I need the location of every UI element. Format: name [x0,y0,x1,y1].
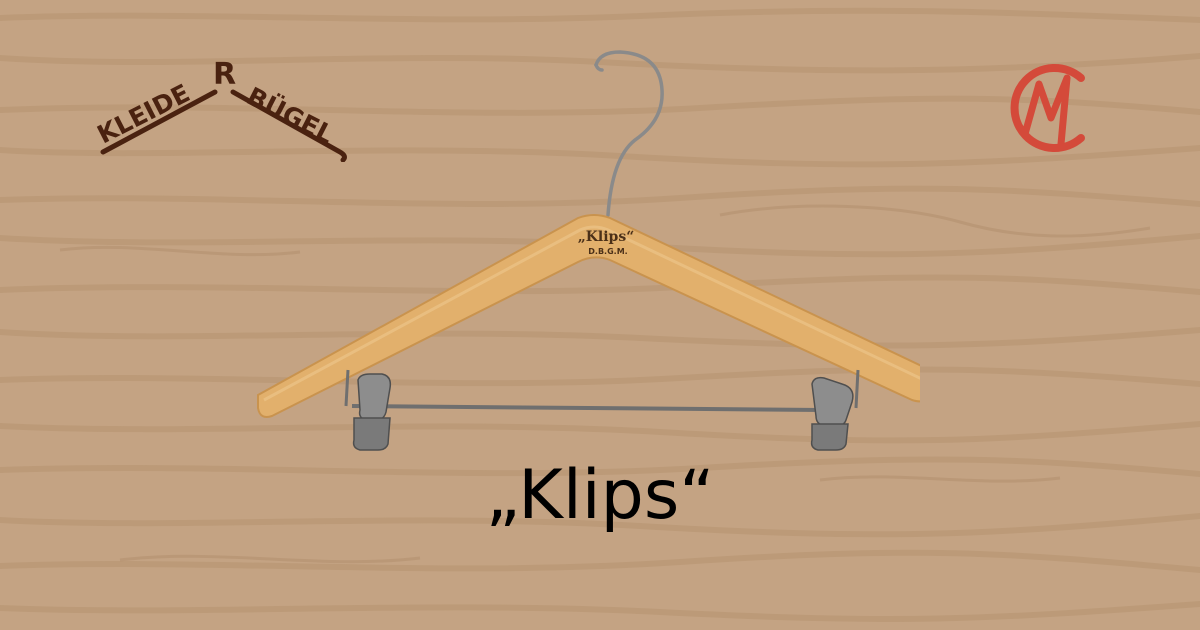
cm-monogram-logo: CM [995,56,1085,152]
wooden-hanger-image: „Klips“ D.B.G.M. [257,50,920,451]
logo-glyph-r: R [213,57,236,92]
left-clip [352,373,392,451]
hanger-imprint-mark: D.B.G.M. [588,247,627,256]
product-caption: „Klips“ [485,456,715,535]
monogram-letters: CM [995,56,997,57]
hanger-metal-bar [351,404,823,412]
kleiderbuegel-logo: KLEIDE R BÜGEL [95,57,347,162]
hanger-imprint-brand: „Klips“ [578,229,635,245]
hanger-hook [594,50,664,217]
right-clip [810,376,854,451]
